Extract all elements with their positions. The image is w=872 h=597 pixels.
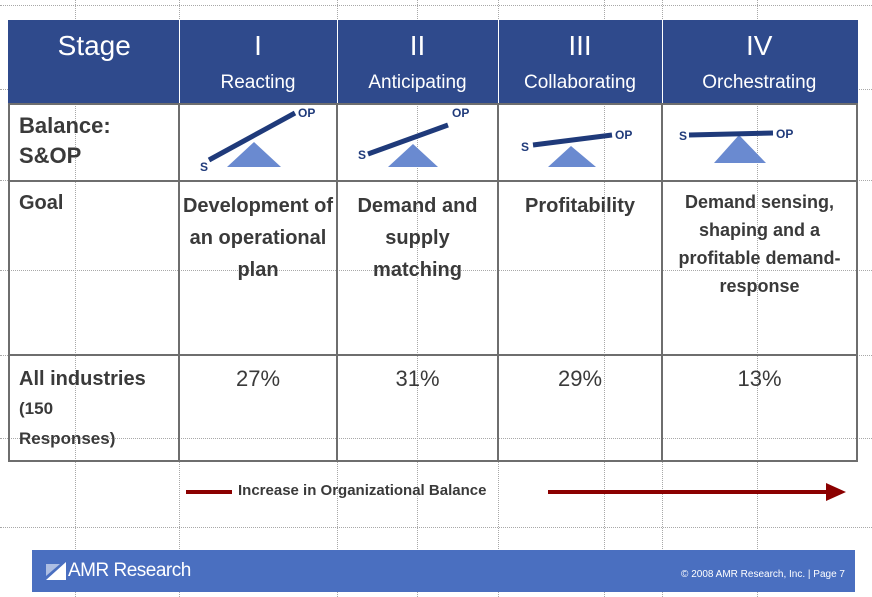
- s-label: S: [200, 160, 208, 174]
- s-label: S: [521, 140, 529, 154]
- responses-count-label: (150: [19, 399, 54, 418]
- stage-name: Anticipating: [368, 72, 467, 93]
- stage-numeral: IV: [746, 30, 773, 61]
- arrow-shaft-line: [548, 490, 830, 494]
- op-label: OP: [298, 106, 315, 120]
- amr-logo-mark-icon: [46, 562, 66, 580]
- seesaw-scale-icon: S OP: [521, 128, 632, 167]
- balance-cell-1: S OP: [178, 103, 338, 182]
- stage-name: Collaborating: [524, 72, 636, 93]
- seesaw-scale-icon: S OP: [358, 106, 469, 167]
- goal-text: Profitability: [524, 195, 635, 217]
- seesaw-scale-icon: S OP: [679, 127, 793, 163]
- stage-header-row: Stage I Reacting II Anticipating III Col…: [8, 20, 858, 105]
- responses-label: Responses): [19, 429, 116, 448]
- stage-numeral: I: [254, 30, 262, 61]
- percentage-value: 13%: [737, 366, 782, 391]
- goal-cell-1: Development of an operational plan: [178, 180, 338, 356]
- industries-row: All industries (150 Responses) 27% 31% 2…: [8, 354, 858, 462]
- copyright-page-number: © 2008 AMR Research, Inc. | Page 7: [681, 569, 845, 580]
- balance-increase-arrow: Increase in Organizational Balance: [186, 481, 850, 503]
- op-label: OP: [776, 127, 793, 141]
- industries-cell-1: 27%: [178, 354, 338, 462]
- goal-cell-2: Demand and supply matching: [336, 180, 499, 356]
- industries-label-cell: All industries (150 Responses): [8, 354, 180, 462]
- stage-header-label: Stage: [8, 20, 180, 105]
- percentage-value: 27%: [235, 366, 281, 391]
- balance-label: Balance:: [19, 113, 111, 138]
- industries-cell-3: 29%: [497, 354, 663, 462]
- goal-cell-3: Profitability: [497, 180, 663, 356]
- stage-header-4: IV Orchestrating: [661, 20, 858, 105]
- balance-sub-label: S&OP: [19, 143, 82, 168]
- goal-cell-4: Demand sensing, shaping and a profitable…: [661, 180, 858, 356]
- balance-label-cell: Balance: S&OP: [8, 103, 180, 182]
- balance-cell-3: S OP: [497, 103, 663, 182]
- goal-row: Goal Development of an operational plan …: [8, 180, 858, 356]
- stage-matrix-table: Stage I Reacting II Anticipating III Col…: [8, 20, 858, 462]
- op-label: OP: [615, 128, 632, 142]
- arrow-right-icon: [826, 483, 846, 501]
- s-label: S: [679, 129, 687, 143]
- industries-cell-2: 31%: [336, 354, 499, 462]
- industries-cell-4: 13%: [661, 354, 858, 462]
- stage-header-1: I Reacting: [178, 20, 338, 105]
- seesaw-scale-icon: S OP: [200, 106, 315, 174]
- balance-cell-2: S OP: [336, 103, 499, 182]
- arrow-tail-line: [186, 490, 232, 494]
- goal-label: Goal: [19, 192, 64, 214]
- amr-logo: AMR Research: [46, 560, 191, 582]
- goal-text: Demand and supply matching: [357, 195, 478, 281]
- stage-name: Reacting: [220, 72, 296, 93]
- industries-label: All industries: [19, 368, 146, 390]
- arrow-caption: Increase in Organizational Balance: [238, 482, 487, 499]
- logo-text: AMR Research: [68, 560, 191, 581]
- goal-text: Development of an operational plan: [182, 195, 334, 281]
- balance-row: Balance: S&OP S OP S OP: [8, 103, 858, 182]
- goal-text: Demand sensing, shaping and a profitable…: [678, 192, 841, 296]
- slide-footer: AMR Research © 2008 AMR Research, Inc. |…: [32, 550, 855, 592]
- stage-numeral: III: [568, 30, 592, 61]
- percentage-value: 29%: [557, 366, 603, 391]
- stage-header-2: II Anticipating: [336, 20, 499, 105]
- op-label: OP: [452, 106, 469, 120]
- stage-numeral: II: [409, 30, 426, 61]
- stage-name: Orchestrating: [702, 72, 817, 93]
- stage-header-3: III Collaborating: [497, 20, 663, 105]
- balance-cell-4: S OP: [661, 103, 858, 182]
- s-label: S: [358, 148, 366, 162]
- goal-label-cell: Goal: [8, 180, 180, 356]
- stage-title: Stage: [57, 30, 131, 61]
- percentage-value: 31%: [395, 366, 440, 391]
